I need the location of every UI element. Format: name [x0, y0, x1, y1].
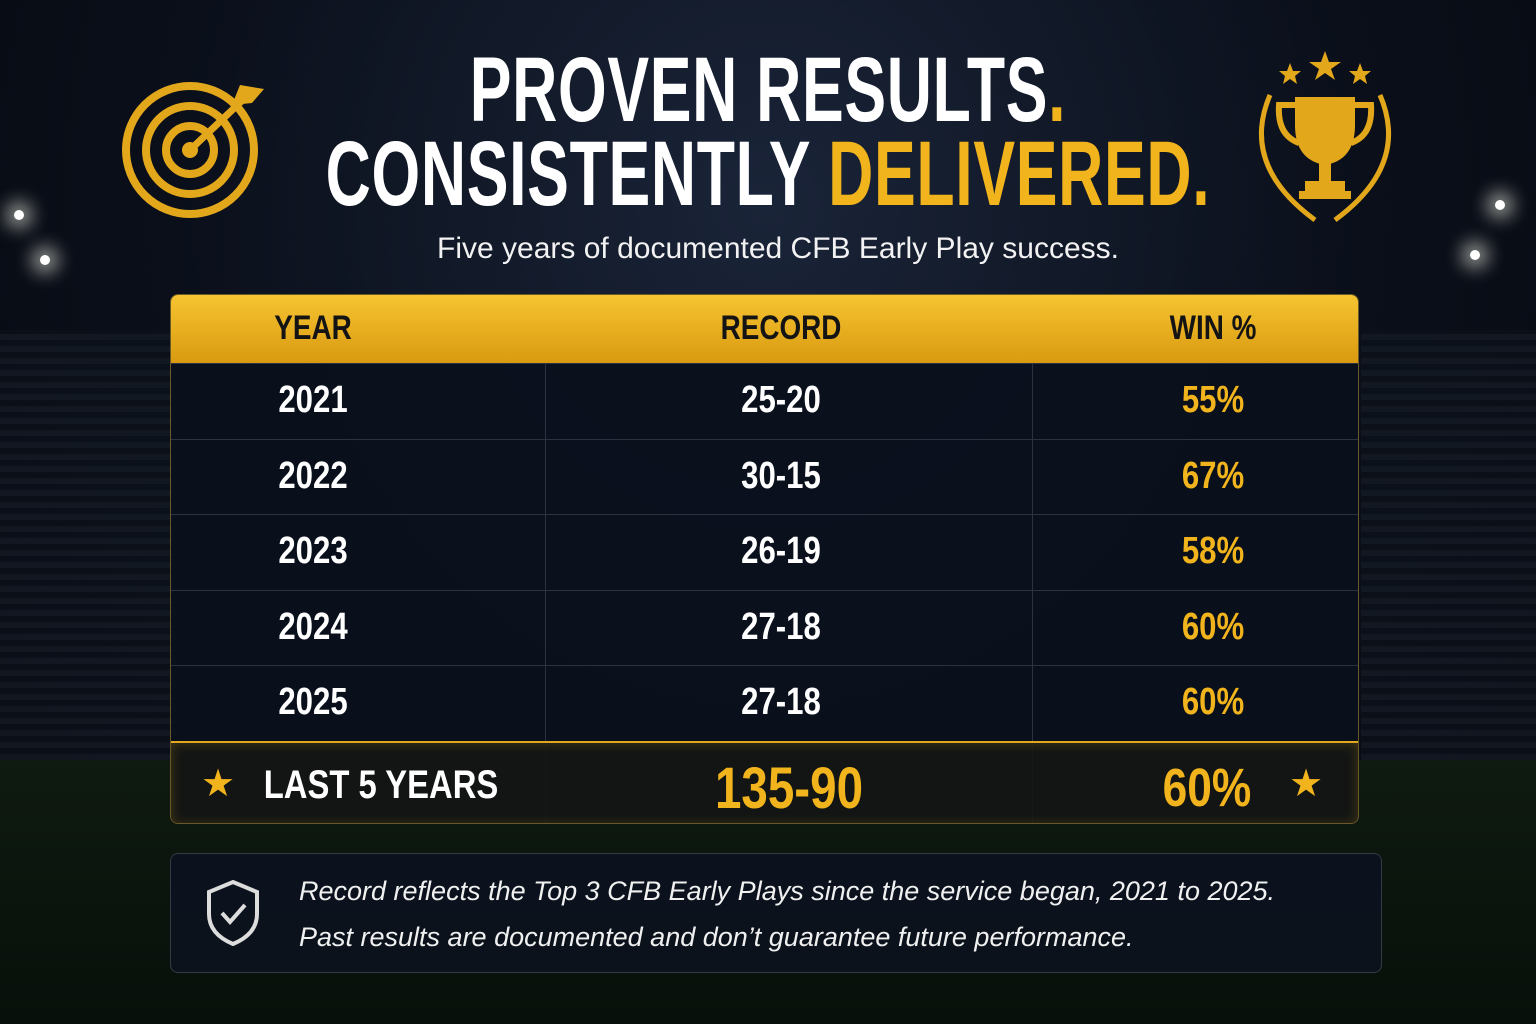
total-win-pct: 60%	[1162, 758, 1252, 818]
title-highlight: DELIVERED.	[828, 123, 1211, 225]
record: 26-19	[741, 530, 821, 573]
year: 2021	[278, 379, 348, 421]
table-row	[171, 665, 1358, 741]
results-table: YEAR RECORD WIN % 2021 25-20 55% 2022 30-15 67% 2…	[170, 294, 1359, 824]
table-row	[171, 589, 1358, 666]
title-dot: .	[1048, 39, 1067, 141]
trophy-icon	[1258, 51, 1392, 223]
table-row	[171, 438, 1358, 515]
total-record: 135-90	[714, 756, 864, 821]
title-text: PROVEN RESULTS	[469, 39, 1049, 141]
win-pct: 55%	[1181, 379, 1245, 421]
crowd	[0, 330, 175, 760]
table-row	[171, 363, 1358, 439]
stadium-light	[14, 210, 24, 220]
win-pct: 60%	[1181, 681, 1245, 724]
stadium-light	[1470, 250, 1480, 260]
record: 25-20	[741, 379, 821, 421]
record: 30-15	[741, 454, 821, 497]
total-row: ★ ★ LAST 5 YEARS 135-90 60%	[171, 741, 1358, 823]
win-pct: 58%	[1181, 530, 1245, 573]
column-header: WIN %	[1169, 309, 1257, 347]
disclaimer-line: Past results are documented and don’t gu…	[299, 922, 1134, 952]
year: 2022	[278, 454, 348, 497]
title-line-2: CONSISTENTLY DELIVERED.	[246, 122, 1290, 227]
disclaimer-box: Record reflects the Top 3 CFB Early Play…	[170, 853, 1382, 973]
total-label: LAST 5 YEARS	[263, 763, 499, 807]
title-line-1: PROVEN RESULTS.	[246, 38, 1290, 143]
star-icon: ★	[201, 763, 236, 805]
title-text: CONSISTENTLY	[325, 123, 811, 225]
year: 2025	[278, 681, 348, 724]
column-header: YEAR	[274, 309, 352, 347]
column-divider	[1032, 363, 1033, 823]
record: 27-18	[741, 681, 821, 724]
column-divider	[545, 363, 546, 823]
target-icon	[122, 82, 264, 218]
crowd	[1361, 330, 1536, 760]
year: 2023	[278, 530, 348, 573]
star-icon: ★	[1289, 763, 1324, 805]
shield-icon	[207, 879, 259, 947]
column-header: RECORD	[720, 309, 842, 347]
win-pct: 67%	[1181, 454, 1245, 497]
table-row	[171, 514, 1358, 590]
year: 2024	[278, 605, 348, 648]
stadium-light	[1495, 200, 1505, 210]
disclaimer-line: Record reflects the Top 3 CFB Early Play…	[299, 876, 1276, 906]
table-header	[171, 295, 1358, 363]
win-pct: 60%	[1181, 605, 1245, 648]
record: 27-18	[741, 605, 821, 648]
subtitle: Five years of documented CFB Early Play …	[437, 232, 1119, 265]
stadium-light	[40, 255, 50, 265]
